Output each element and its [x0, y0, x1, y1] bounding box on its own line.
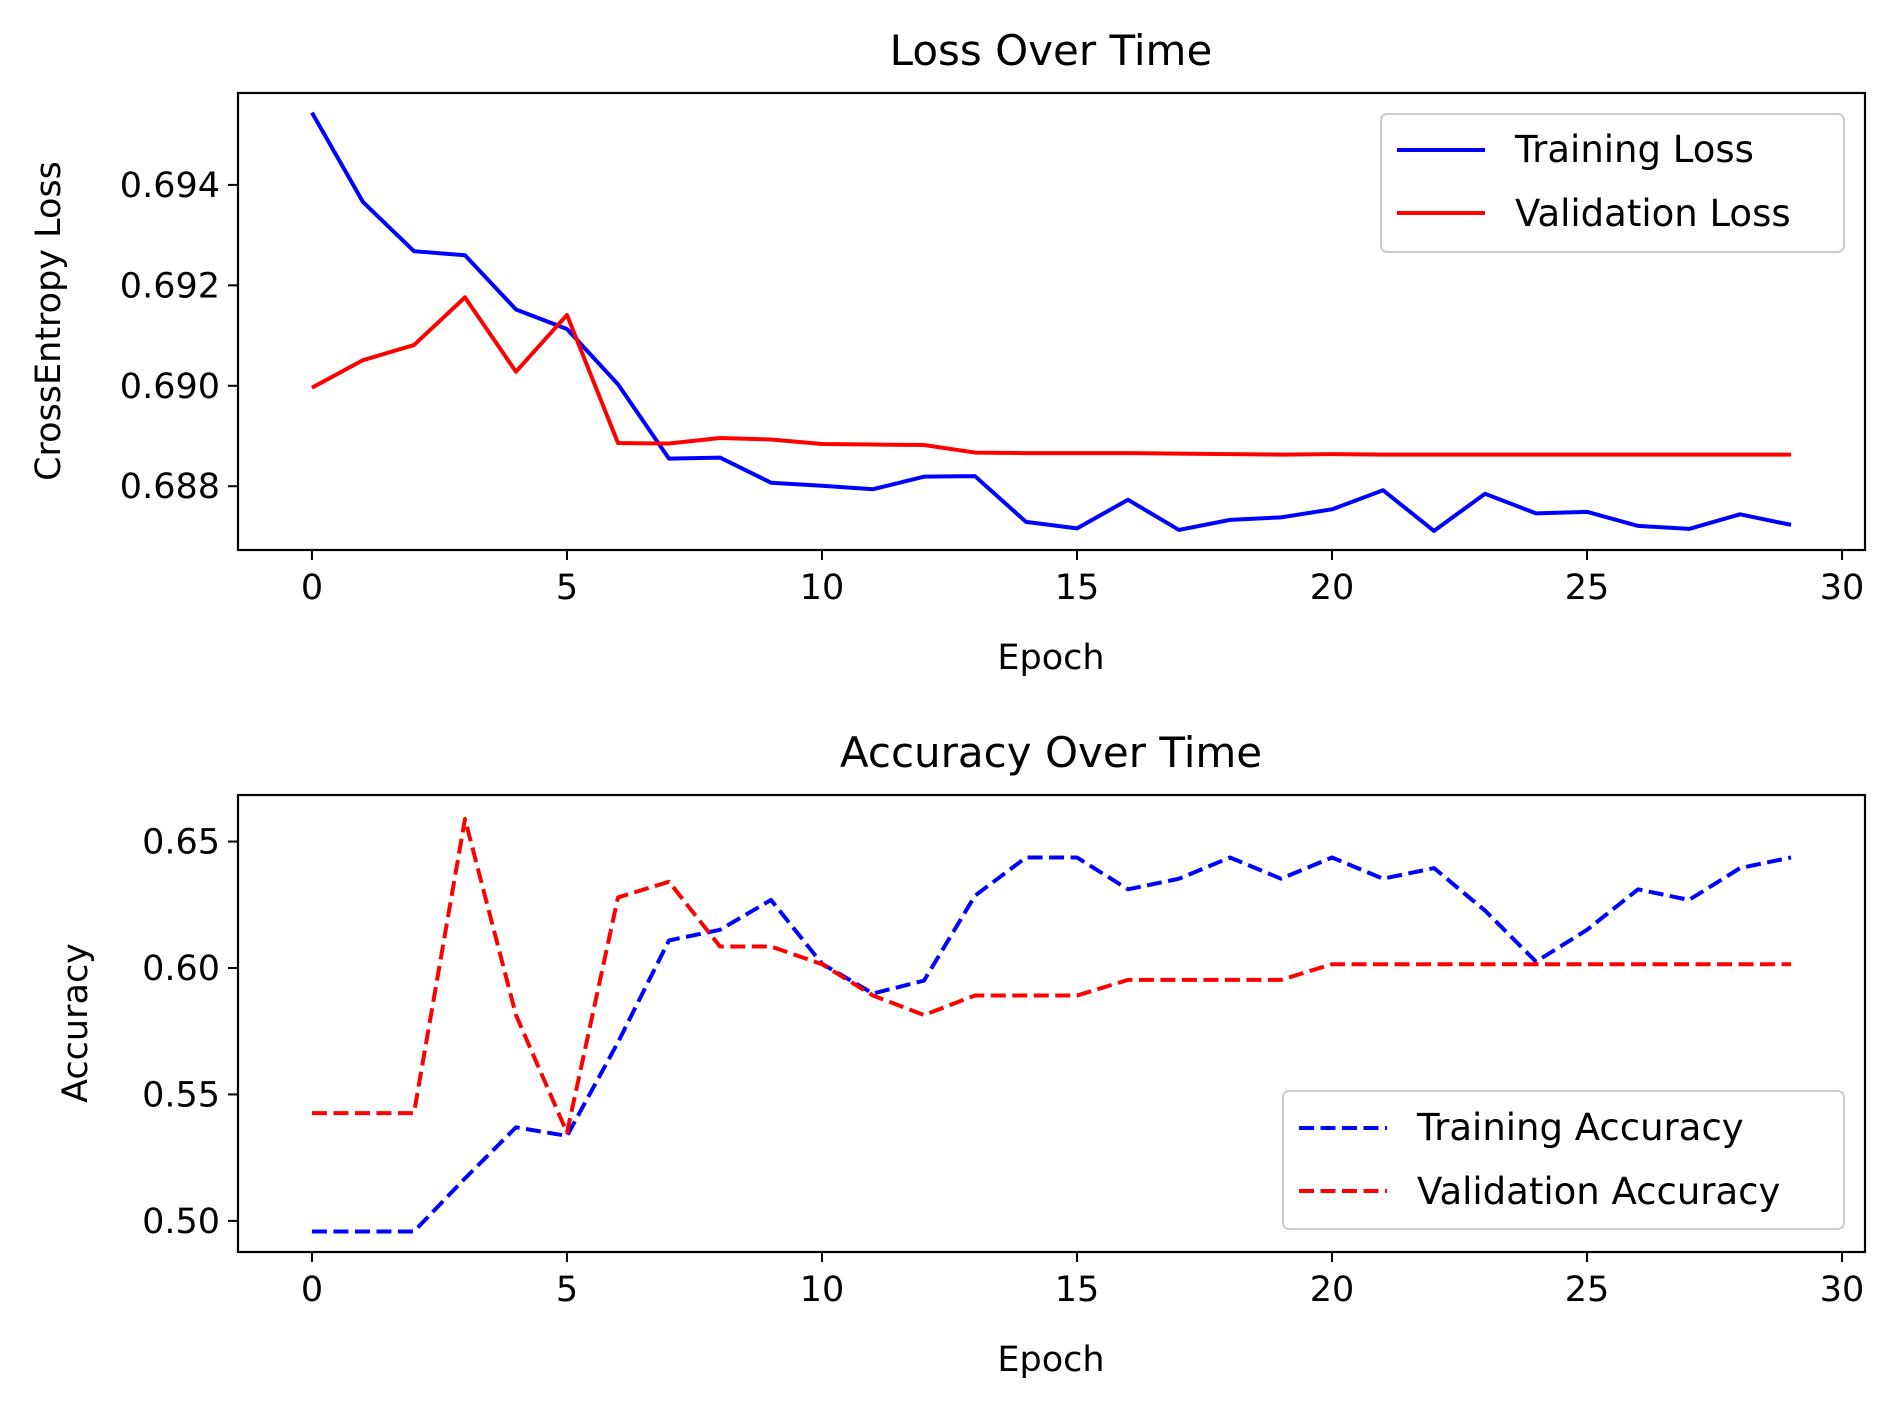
accuracy-x-tick-label: 10 — [800, 1270, 845, 1310]
accuracy-y-tick-label: 0.60 — [142, 949, 220, 989]
loss-y-tick-label: 0.692 — [120, 266, 220, 306]
loss-x-tick-label: 10 — [800, 568, 845, 608]
accuracy-x-tick-label: 0 — [301, 1270, 323, 1310]
accuracy-x-tick-label: 25 — [1565, 1270, 1610, 1310]
accuracy-legend: Training Accuracy Validation Accuracy — [1282, 1090, 1845, 1230]
loss-series-line-validation-loss — [310, 295, 1792, 457]
accuracy-x-tick-label: 20 — [1310, 1270, 1355, 1310]
accuracy-x-tick-label: 15 — [1055, 1270, 1100, 1310]
accuracy-x-tick-label: 30 — [1820, 1270, 1865, 1310]
loss-legend-label-training: Training Loss — [1514, 128, 1754, 171]
loss-chart-title: Loss Over Time — [890, 26, 1213, 75]
loss-y-axis-ticks: 0.688 0.690 0.692 0.694 — [120, 166, 238, 507]
accuracy-x-axis-label: Epoch — [997, 1340, 1104, 1380]
loss-x-tick-label: 0 — [301, 568, 323, 608]
loss-chart: Loss Over Time 0 5 10 15 20 25 30 0.6880.6900.… — [29, 26, 1867, 678]
loss-y-tick-label: 0.688 — [120, 467, 220, 507]
accuracy-chart-title: Accuracy Over Time — [840, 728, 1262, 777]
accuracy-y-axis-label: Accuracy — [56, 943, 96, 1103]
loss-x-tick-label: 30 — [1820, 568, 1865, 608]
accuracy-y-axis-ticks: 0.50 0.55 0.60 0.65 — [142, 823, 238, 1242]
accuracy-legend-box — [1282, 1090, 1845, 1230]
accuracy-x-tick-label: 5 — [556, 1270, 578, 1310]
accuracy-y-tick-label: 0.65 — [142, 823, 220, 863]
accuracy-series-layer — [311, 817, 1792, 1234]
accuracy-x-axis-ticks: 0 5 10 15 20 25 30 — [301, 1252, 1865, 1310]
loss-legend: Training Loss Validation Loss — [1380, 113, 1845, 253]
loss-x-axis-label: Epoch — [997, 638, 1104, 678]
accuracy-y-tick-label: 0.55 — [142, 1075, 220, 1115]
loss-x-tick-label: 15 — [1055, 568, 1100, 608]
loss-y-tick-label: 0.694 — [120, 166, 220, 206]
loss-legend-label-validation: Validation Loss — [1515, 192, 1791, 235]
loss-plot-frame — [236, 91, 1867, 552]
loss-x-tick-label: 5 — [556, 568, 578, 608]
accuracy-y-tick-label: 0.50 — [142, 1202, 220, 1242]
loss-x-tick-label: 25 — [1565, 568, 1610, 608]
accuracy-plot-frame — [236, 793, 1867, 1254]
loss-legend-box — [1380, 113, 1845, 253]
accuracy-series-line-validation-accuracy — [311, 817, 1792, 1135]
accuracy-series-line-training-accuracy — [311, 855, 1792, 1234]
accuracy-legend-label-training: Training Accuracy — [1416, 1106, 1744, 1149]
loss-x-axis-ticks: 0 5 10 15 20 25 30 — [301, 550, 1865, 608]
loss-series-layer — [310, 111, 1792, 533]
loss-x-tick-label: 20 — [1310, 568, 1355, 608]
loss-y-axis-label: CrossEntropy Loss — [29, 161, 69, 481]
accuracy-chart: Accuracy Over Time 0 5 10 15 20 25 30 0.50 0.55… — [56, 728, 1867, 1380]
accuracy-legend-label-validation: Validation Accuracy — [1417, 1170, 1780, 1213]
loss-y-tick-label: 0.690 — [120, 367, 220, 407]
